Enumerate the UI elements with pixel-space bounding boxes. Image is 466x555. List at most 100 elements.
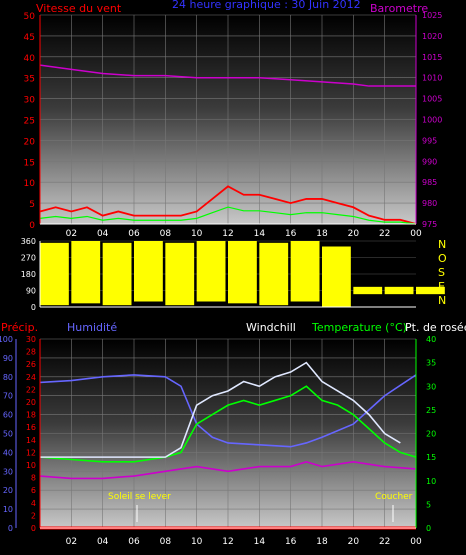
direction-band — [196, 241, 226, 302]
tick-label-direction: 0 — [31, 303, 36, 312]
x-tick-label: 04 — [97, 229, 109, 239]
wind-average-line — [39, 206, 417, 225]
tick-label-temp: 30 — [426, 382, 436, 391]
tick-label-baro: 1025 — [422, 11, 442, 20]
tick-label-direction: 270 — [21, 254, 36, 263]
x-tick-label: 22 — [379, 229, 390, 239]
direction-band — [322, 246, 351, 307]
x-tick-label: 22 — [379, 537, 390, 547]
tick-label-temp: 25 — [426, 406, 436, 415]
windchill-line — [40, 361, 401, 458]
direction-band — [134, 241, 163, 302]
tick-label-precip: 20 — [26, 398, 36, 407]
tick-label-precip: 10 — [26, 461, 36, 470]
tick-label-baro: 985 — [422, 178, 437, 187]
x-tick-label: 18 — [316, 537, 328, 547]
x-tick-label: 02 — [66, 537, 77, 547]
compass-letter: S — [438, 266, 445, 279]
tick-label-precip: 8 — [31, 474, 36, 483]
tick-label-humidity: 20 — [3, 486, 13, 495]
humidity-label: Humidité — [67, 321, 117, 334]
tick-label-temp: 35 — [426, 359, 436, 368]
tick-label-baro: 975 — [422, 220, 437, 229]
tick-label-temp: 40 — [426, 335, 436, 344]
tick-label-wind: 25 — [24, 117, 35, 127]
tick-label-temp: 0 — [426, 524, 431, 533]
x-tick-label: 14 — [254, 537, 266, 547]
direction-band — [228, 241, 257, 304]
tick-label-direction: 360 — [21, 237, 36, 246]
compass-letter: N — [438, 238, 446, 251]
left-axis-1: 0 5 10 15 20 25 30 35 40 45 50 — [24, 12, 41, 231]
tick-label-humidity: 80 — [3, 373, 13, 382]
tick-label-baro: 1015 — [422, 53, 442, 62]
tick-label-humidity: 100 — [0, 335, 13, 344]
wind-speed-line — [39, 185, 417, 225]
tick-label-humidity: 40 — [3, 448, 13, 457]
x-axis-1: 02 04 06 08 10 12 14 16 18 20 22 00 — [40, 223, 422, 239]
sunset-label: Coucher — [375, 492, 413, 502]
tick-label-baro: 1000 — [422, 116, 442, 125]
compass-letter: O — [438, 252, 447, 265]
direction-band — [290, 241, 320, 302]
tick-label-wind: 5 — [29, 200, 35, 210]
series-2 — [40, 241, 445, 307]
tick-label-precip: 16 — [26, 423, 36, 432]
x-tick-label: 06 — [128, 229, 140, 239]
left-axis-3: 0102030405060708090100024681012141618202… — [0, 335, 41, 533]
x-tick-label: 04 — [97, 537, 109, 547]
right-axis-1: 975 980 985 990 995 1000 1005 1010 1015 1020 1025 — [415, 11, 442, 229]
tick-label-wind: 0 — [29, 221, 35, 231]
x-tick-label: 00 — [410, 229, 422, 239]
barometer-line — [39, 64, 416, 87]
direction-band — [416, 286, 445, 295]
tick-label-humidity: 60 — [3, 411, 13, 420]
tick-label-temp: 10 — [426, 477, 436, 486]
direction-band — [353, 286, 383, 295]
tick-label-precip: 2 — [31, 511, 36, 520]
tick-label-humidity: 90 — [3, 354, 13, 363]
x-tick-label: 14 — [254, 229, 266, 239]
direction-band — [259, 242, 289, 306]
compass-letter: E — [438, 280, 445, 293]
direction-band — [40, 242, 69, 306]
temp-humidity-panel: 0102030405060708090100024681012141618202… — [0, 335, 436, 547]
compass-letter: N — [438, 294, 446, 307]
tick-label-humidity: 50 — [3, 430, 13, 439]
direction-band — [165, 242, 195, 306]
tick-label-wind: 45 — [24, 33, 35, 43]
tick-label-baro: 995 — [422, 136, 437, 145]
tick-label-wind: 10 — [24, 179, 36, 189]
direction-band — [102, 242, 132, 306]
tick-label-humidity: 0 — [8, 524, 13, 533]
x-tick-label: 10 — [191, 229, 203, 239]
x-tick-label: 16 — [285, 229, 297, 239]
tick-label-precip: 6 — [31, 486, 36, 495]
direction-band — [71, 241, 101, 304]
tick-label-humidity: 10 — [3, 505, 13, 514]
tick-label-wind: 40 — [24, 54, 36, 64]
tick-label-baro: 980 — [422, 199, 437, 208]
x-tick-label: 06 — [128, 537, 140, 547]
x-tick-label: 20 — [348, 537, 360, 547]
x-tick-label: 12 — [222, 537, 233, 547]
tick-label-precip: 30 — [26, 335, 36, 344]
tick-label-wind: 20 — [24, 137, 36, 147]
tick-label-direction: 180 — [21, 270, 36, 279]
barometer-label: Barometre — [370, 2, 428, 15]
tick-label-baro: 1010 — [422, 74, 442, 83]
series-1 — [39, 64, 417, 225]
chart-title: 24 heure graphique : 30 Juin 2012 — [172, 0, 361, 11]
tick-label-baro: 1020 — [422, 32, 442, 41]
tick-label-baro: 1005 — [422, 95, 442, 104]
tick-label-precip: 22 — [26, 385, 36, 394]
x-tick-label: 08 — [160, 229, 172, 239]
sunrise-label: Soleil se lever — [108, 492, 171, 502]
x-tick-label: 12 — [222, 229, 233, 239]
x-tick-label: 08 — [160, 537, 172, 547]
grid-3 — [40, 338, 417, 529]
